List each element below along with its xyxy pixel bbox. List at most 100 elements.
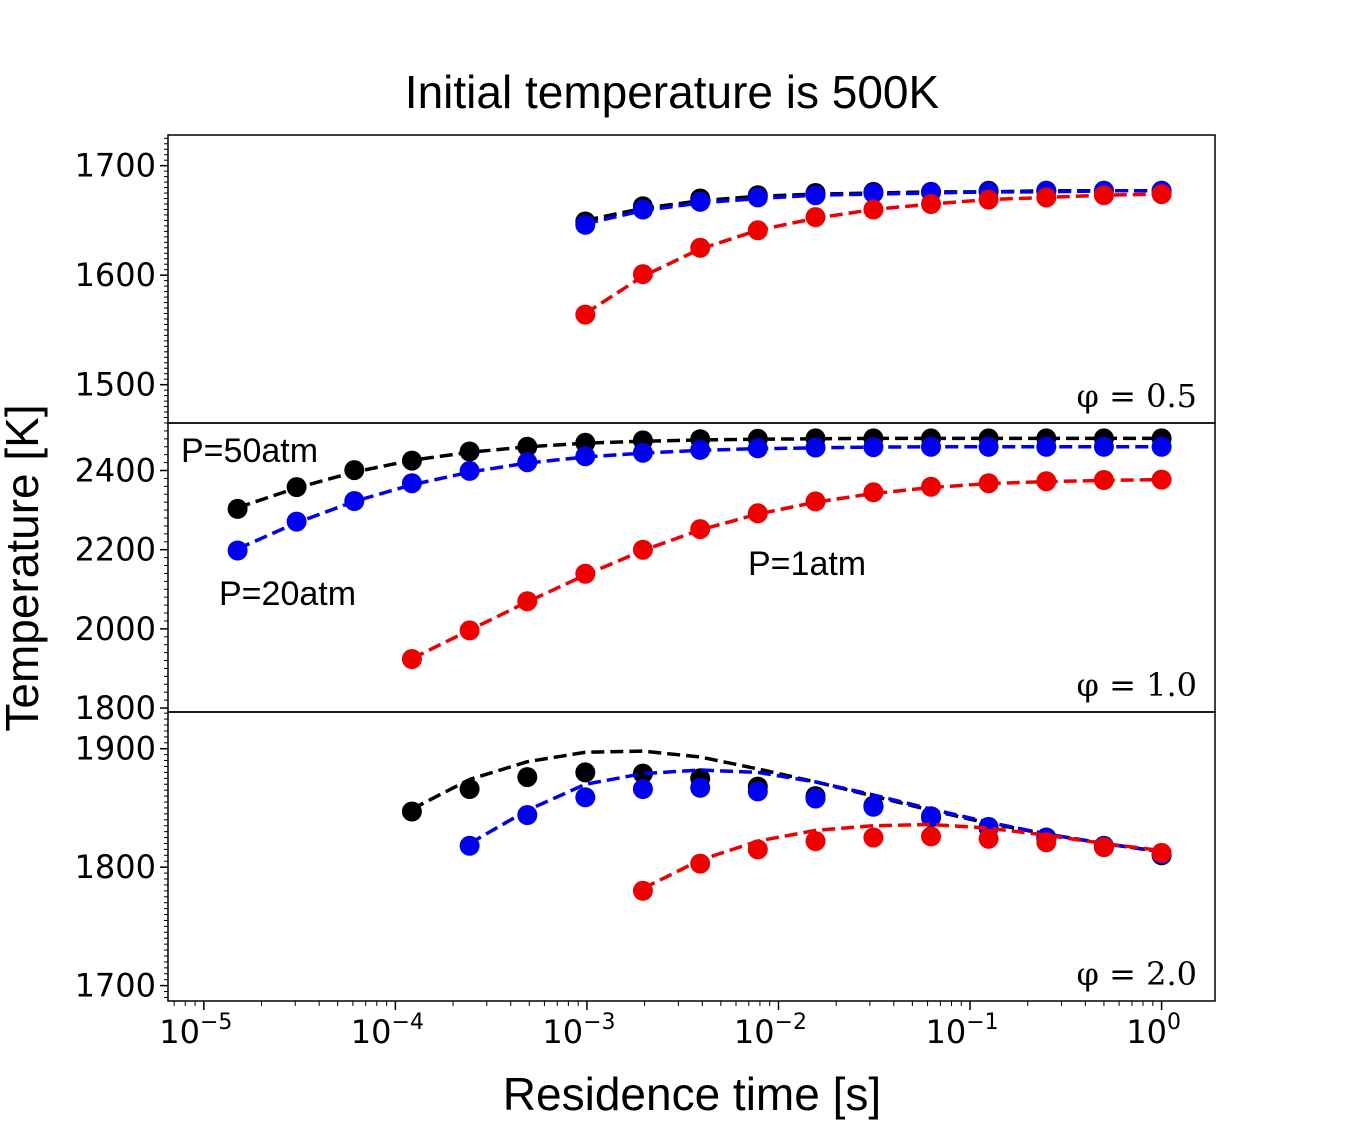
panels-group: 1500 1600 1700 φ = 0.5 1800 2000 2200 2400 φ = 1… <box>75 134 1216 1005</box>
data-point-p20 <box>575 214 596 235</box>
data-point-p20 <box>632 779 653 799</box>
data-point-p1 <box>632 880 653 901</box>
y-tick-label: 2200 <box>75 531 156 569</box>
data-point-p1 <box>805 831 826 852</box>
data-point-p1 <box>747 220 768 241</box>
data-point-p20 <box>921 806 941 827</box>
panel-frame <box>167 422 1216 713</box>
x-tick-label: 10−4 <box>351 1010 424 1051</box>
data-point-p1 <box>690 519 711 540</box>
data-point-p50 <box>517 767 538 788</box>
data-point-p1 <box>978 828 999 849</box>
data-point-p1 <box>632 264 653 285</box>
annotation-p20: P=20atm <box>219 575 356 613</box>
data-point-p20 <box>459 460 480 481</box>
data-point-p1 <box>978 473 999 494</box>
data-point-p20 <box>1036 436 1057 457</box>
y-tick-label: 1700 <box>75 147 156 185</box>
series-line-p50 <box>237 436 1162 510</box>
data-point-p1 <box>575 304 596 325</box>
data-point-p1 <box>690 237 711 258</box>
data-point-p1 <box>1151 469 1172 490</box>
data-point-p1 <box>1093 470 1114 490</box>
data-point-p1 <box>863 199 884 220</box>
y-tick-label: 1500 <box>75 366 156 404</box>
data-point-p20 <box>459 835 480 856</box>
data-point-p20 <box>921 436 941 457</box>
data-point-p20 <box>227 540 248 561</box>
data-point-p50 <box>517 436 538 457</box>
data-point-p1 <box>805 491 826 512</box>
data-point-p1 <box>1036 832 1057 853</box>
data-point-p50 <box>227 498 248 519</box>
data-point-p20 <box>747 781 768 802</box>
data-point-p1 <box>690 853 711 874</box>
chart-title: Initial temperature is 500K <box>405 66 940 118</box>
data-point-p20 <box>690 439 711 460</box>
x-tick-label: 10−2 <box>734 1010 807 1051</box>
y-tick-label: 1700 <box>75 967 156 1005</box>
data-point-p50 <box>459 441 480 462</box>
data-point-p1 <box>921 194 941 214</box>
data-point-p1 <box>863 827 884 848</box>
annotation-p50: P=50atm <box>181 432 318 470</box>
annotations-group: P=50atm P=20atm P=1atm <box>181 432 866 613</box>
y-axis-label: Temperature [K] <box>0 404 48 731</box>
data-point-p1 <box>747 503 768 524</box>
y-tick-label: 1800 <box>75 689 156 727</box>
data-point-p20 <box>863 437 884 458</box>
annotation-p1: P=1atm <box>748 545 866 583</box>
y-tick-label: 2000 <box>75 610 156 648</box>
panel-frame <box>167 134 1216 424</box>
data-point-p1 <box>575 563 596 584</box>
data-point-p1 <box>1036 471 1057 492</box>
data-point-p50 <box>286 477 307 498</box>
series-p1 <box>401 469 1172 669</box>
panel-label: φ = 1.0 <box>1077 666 1197 704</box>
data-point-p20 <box>517 805 538 825</box>
x-tick-label: 10−1 <box>925 1010 998 1051</box>
data-point-p20 <box>401 473 422 494</box>
data-point-p50 <box>459 779 480 799</box>
x-tick-label: 10−3 <box>542 1010 615 1051</box>
data-point-p1 <box>978 189 999 210</box>
data-point-p1 <box>401 649 422 669</box>
data-point-p1 <box>921 826 941 847</box>
data-point-p1 <box>1093 837 1114 857</box>
panel-1: 1500 1600 1700 φ = 0.5 <box>75 134 1216 424</box>
data-point-p1 <box>1093 185 1114 206</box>
series-p1 <box>632 822 1172 901</box>
data-point-p50 <box>401 801 422 822</box>
data-point-p20 <box>747 438 768 459</box>
x-axis-label: Residence time [s] <box>503 1068 881 1120</box>
data-point-p20 <box>690 191 711 212</box>
x-ticks-group: 10−5 10−4 10−3 10−2 10−1 100 <box>159 1001 1181 1051</box>
panel-2: 1800 2000 2200 2400 φ = 1.0 <box>75 422 1216 727</box>
x-tick-label: 100 <box>1126 1010 1181 1051</box>
x-tick-label: 10−5 <box>159 1010 232 1051</box>
data-point-p20 <box>805 437 826 458</box>
data-point-p20 <box>575 787 596 808</box>
data-point-p1 <box>863 482 884 503</box>
data-point-p20 <box>805 788 826 809</box>
data-point-p50 <box>401 450 422 471</box>
data-point-p20 <box>805 185 826 206</box>
series-p1 <box>575 184 1172 325</box>
series-p50 <box>401 749 1172 866</box>
data-point-p1 <box>632 539 653 560</box>
data-point-p50 <box>344 460 365 481</box>
data-point-p20 <box>286 511 307 532</box>
data-point-p20 <box>690 777 711 798</box>
data-point-p20 <box>575 446 596 467</box>
data-point-p1 <box>747 839 768 860</box>
data-point-p20 <box>863 796 884 817</box>
y-tick-label: 2400 <box>75 452 156 490</box>
y-tick-label: 1800 <box>75 848 156 886</box>
data-point-p50 <box>632 763 653 784</box>
data-point-p20 <box>344 491 365 511</box>
data-point-p1 <box>1151 184 1172 205</box>
series-p20 <box>227 436 1172 561</box>
data-point-p1 <box>517 591 538 612</box>
panel-label: φ = 0.5 <box>1077 377 1197 415</box>
